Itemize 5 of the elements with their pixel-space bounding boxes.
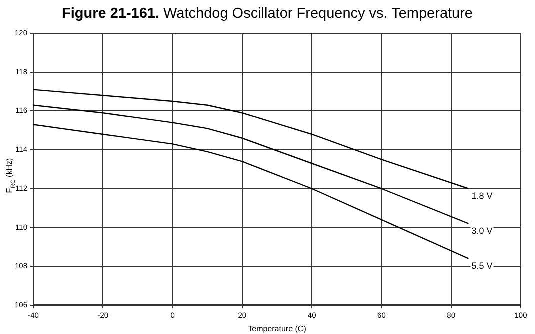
x-axis-title: Temperature (C) bbox=[248, 324, 307, 334]
series-label: 3.0 V bbox=[472, 226, 493, 236]
chart-title: Figure 21-161. Watchdog Oscillator Frequency vs. Temperature bbox=[60, 6, 474, 22]
series-label: 1.8 V bbox=[472, 190, 493, 201]
series-label: 5.5 V bbox=[472, 260, 493, 271]
